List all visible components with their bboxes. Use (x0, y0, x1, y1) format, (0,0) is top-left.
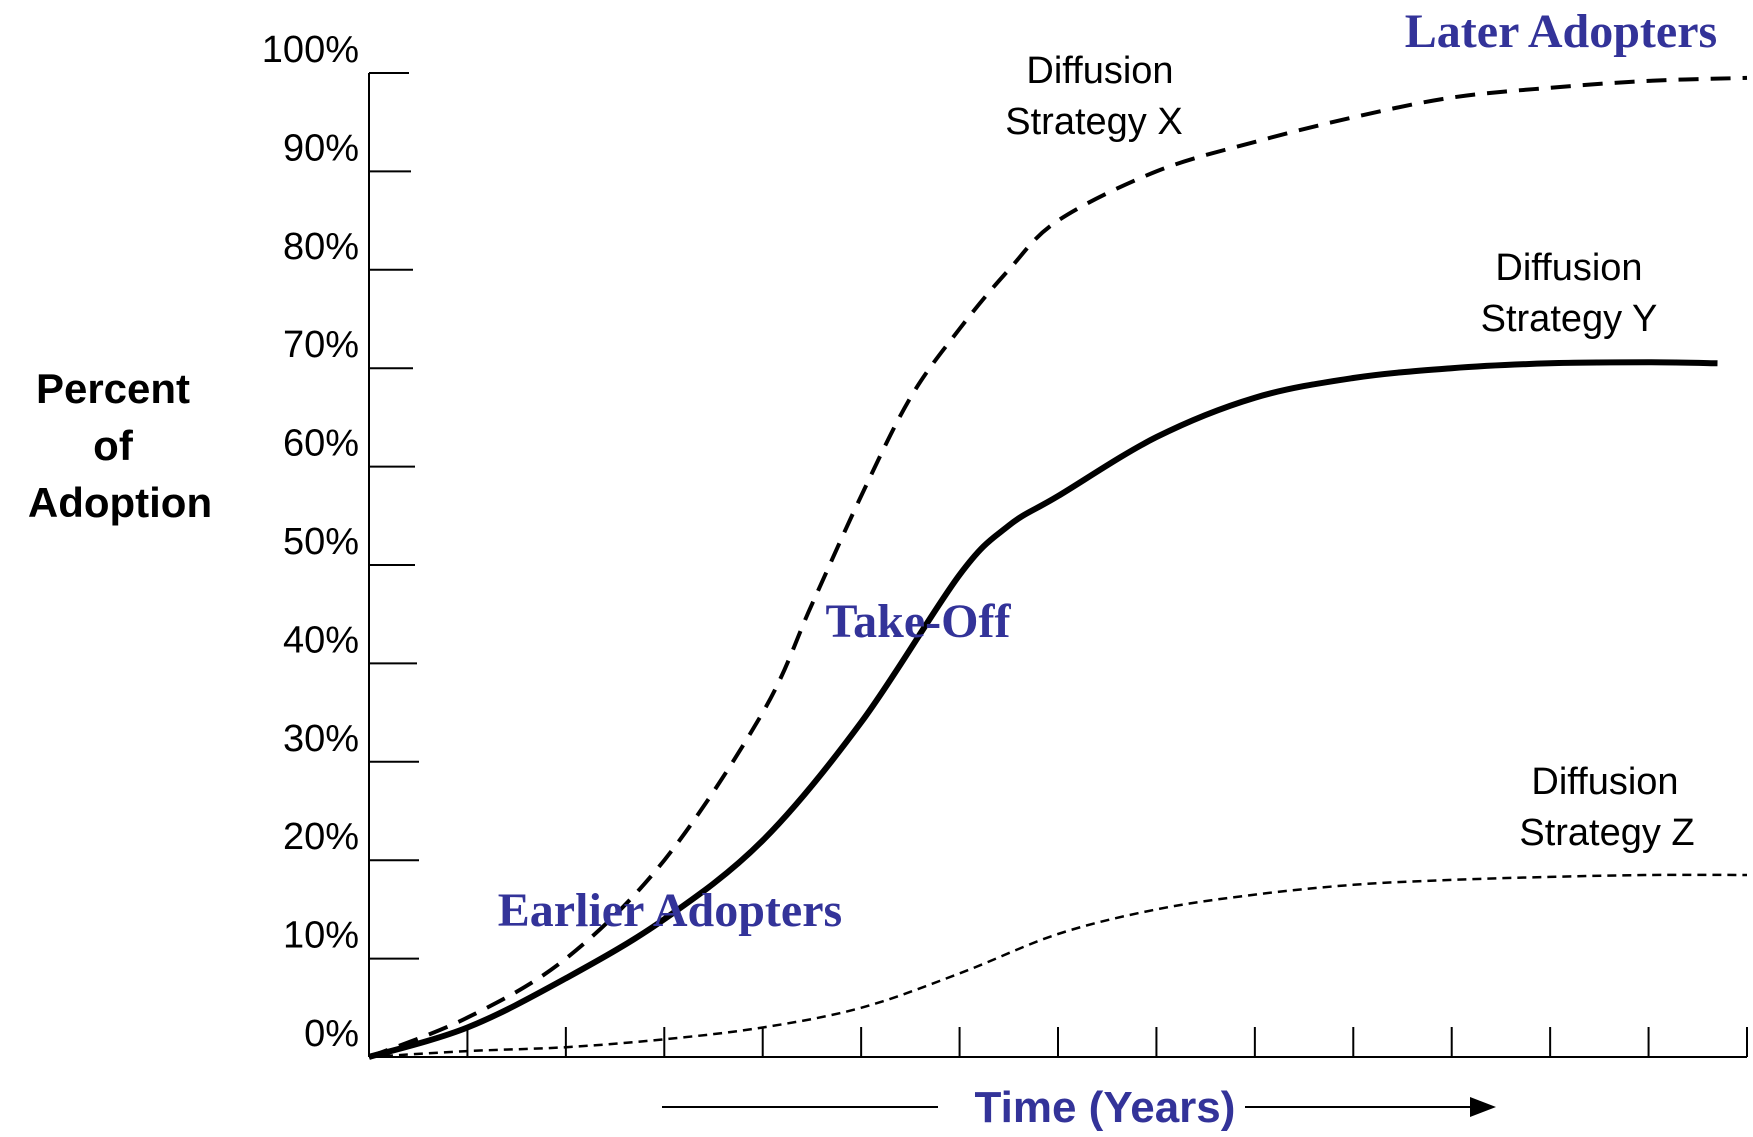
series-z-label-line-1: Diffusion (1531, 761, 1678, 803)
series-z-label-line-2: Strategy Z (1519, 812, 1694, 854)
y-tick-label: 50% (283, 521, 359, 563)
annotation-take-off: Take-Off (826, 595, 1012, 648)
annotation-earlier-adopters: Earlier Adopters (498, 884, 842, 937)
y-tick-labels: 0% 10% 20% 30% 40% 50% 60% 70% 80% 90% 100% (262, 29, 359, 1055)
y-tick-label: 80% (283, 226, 359, 268)
y-tick-label: 90% (283, 127, 359, 169)
y-axis-label-line-3: Adoption (28, 479, 212, 526)
series-z-line (368, 873, 1748, 1059)
y-axis-label-line-2: of (93, 422, 134, 469)
series-x-label-line-1: Diffusion (1026, 50, 1173, 92)
y-tick-label: 30% (283, 718, 359, 760)
series-y-label-line-2: Strategy Y (1481, 298, 1658, 340)
y-tick-label: 100% (262, 29, 359, 71)
series-x-line (368, 75, 1748, 1059)
series-lines (368, 75, 1748, 1060)
series-y-line (368, 359, 1718, 1060)
x-ticks (466, 1027, 1748, 1057)
y-tick-label: 60% (283, 423, 359, 465)
series-x-label-line-2: Strategy X (1005, 101, 1182, 143)
x-axis-label: Time (Years) (975, 1083, 1236, 1132)
series-y-label-line-1: Diffusion (1495, 247, 1642, 289)
y-tick-label: 40% (283, 619, 359, 661)
y-tick-label: 10% (283, 915, 359, 957)
y-axis-label-line-1: Percent (36, 365, 190, 412)
annotation-later-adopters: Later Adopters (1405, 5, 1717, 58)
y-tick-label: 0% (304, 1013, 359, 1055)
y-tick-label: 70% (283, 324, 359, 366)
time-arrow-head-icon (1470, 1097, 1496, 1117)
y-tick-label: 20% (283, 816, 359, 858)
